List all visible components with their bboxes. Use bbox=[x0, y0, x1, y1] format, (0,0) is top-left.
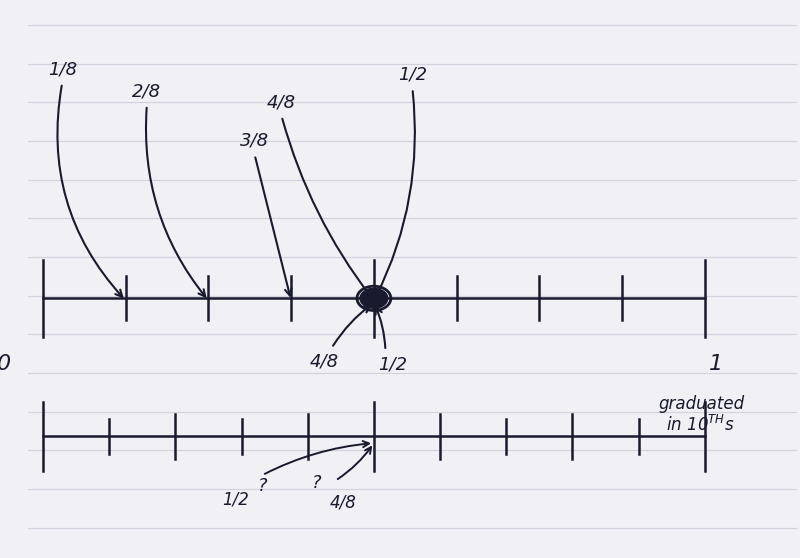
Text: 1: 1 bbox=[709, 354, 723, 374]
Text: 1/2: 1/2 bbox=[378, 355, 408, 374]
Text: 1/8: 1/8 bbox=[48, 60, 77, 78]
Text: graduated: graduated bbox=[658, 395, 745, 413]
Text: 1/2: 1/2 bbox=[398, 66, 427, 84]
Text: 4/8: 4/8 bbox=[267, 93, 296, 111]
Text: ?: ? bbox=[258, 477, 267, 495]
Text: 4/8: 4/8 bbox=[310, 353, 338, 371]
Text: 0: 0 bbox=[0, 354, 11, 374]
Text: 3/8: 3/8 bbox=[240, 132, 269, 150]
Text: 1/2: 1/2 bbox=[222, 491, 249, 509]
Text: ?: ? bbox=[311, 474, 321, 492]
Text: 4/8: 4/8 bbox=[330, 494, 357, 512]
Text: 2/8: 2/8 bbox=[132, 82, 162, 100]
Text: in $\mathregular{10}^{\mathregular{TH}}$s: in $\mathregular{10}^{\mathregular{TH}}$… bbox=[666, 415, 735, 435]
Circle shape bbox=[360, 288, 388, 308]
